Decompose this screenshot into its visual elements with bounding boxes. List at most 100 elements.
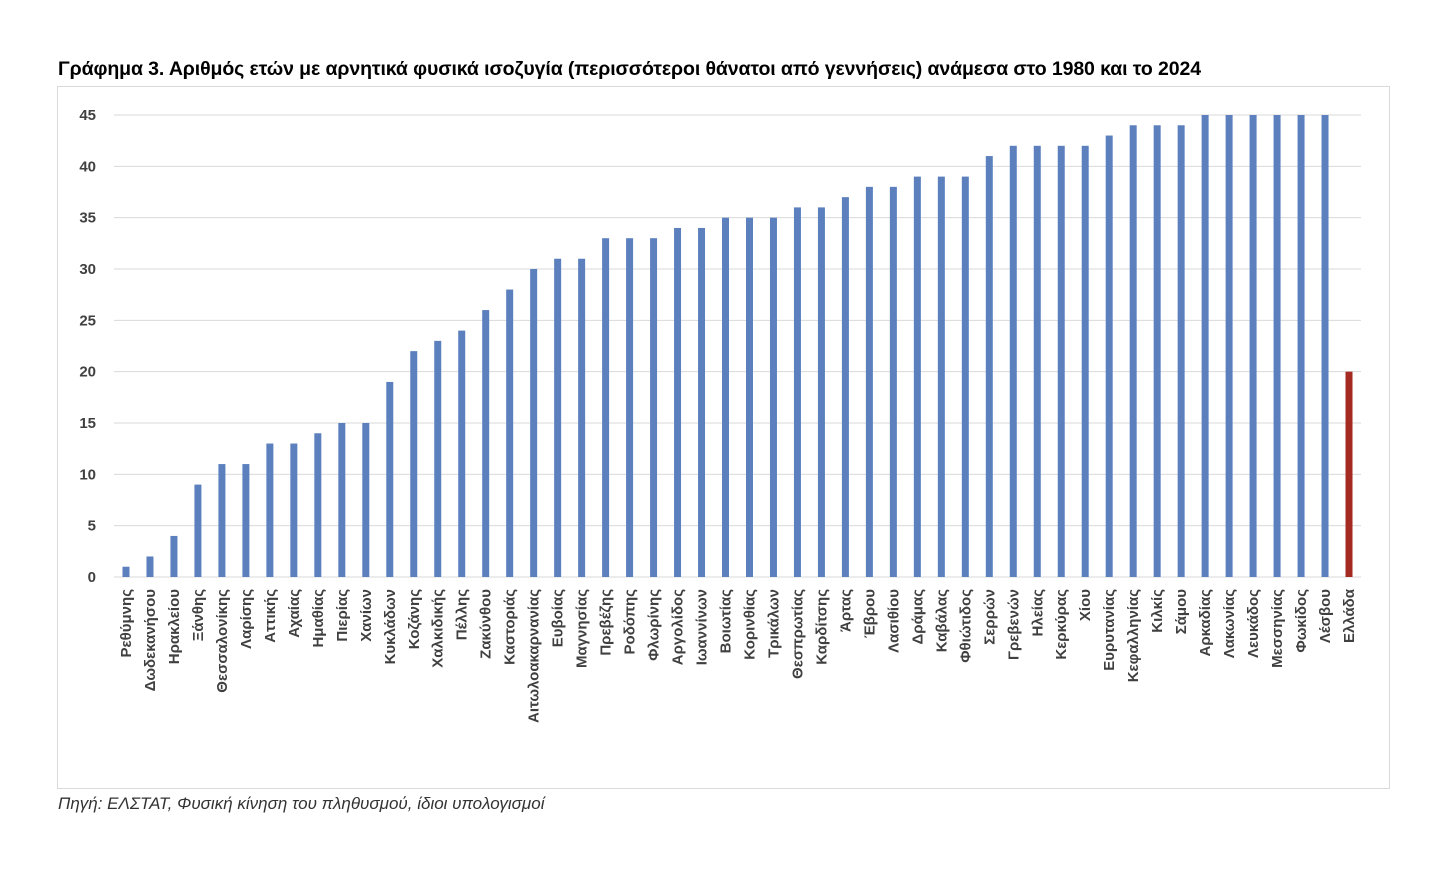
x-tick-label: Λασιθίου	[885, 589, 902, 653]
bar-30	[817, 207, 825, 577]
bar-24	[674, 227, 682, 577]
bar-19	[554, 258, 562, 577]
x-tick-label: Λευκάδος	[1245, 589, 1262, 658]
x-tick-label: Αργολίδος	[670, 589, 687, 665]
x-tick-label: Πέλλης	[454, 589, 471, 640]
bar-48	[1249, 115, 1257, 577]
bar-16	[482, 310, 490, 577]
y-tick-label: 30	[79, 261, 96, 278]
bar-40	[1057, 145, 1065, 578]
x-tick-label: Τρικάλων	[765, 589, 782, 658]
bar-4	[194, 484, 202, 577]
x-tick-label: Φθιώτιδος	[957, 589, 974, 663]
bar-5	[218, 464, 226, 577]
bar-26	[722, 217, 730, 577]
bar-41	[1081, 145, 1089, 578]
bar-21	[602, 238, 610, 577]
bar-31	[841, 197, 849, 577]
bar-39	[1033, 145, 1041, 578]
x-tick-label: Άρτας	[837, 589, 854, 632]
bar-33	[889, 186, 897, 577]
bar-42	[1105, 135, 1113, 578]
x-tick-label: Μαγνησίας	[574, 589, 591, 668]
bar-50	[1297, 115, 1305, 577]
x-tick-label: Φλωρίνης	[646, 589, 663, 661]
bar-32	[865, 186, 873, 577]
bar-35	[937, 176, 945, 577]
bar-15	[458, 330, 466, 577]
bar-34	[913, 176, 921, 577]
bar-36	[961, 176, 969, 577]
bar-45	[1177, 125, 1185, 578]
y-tick-label: 5	[88, 518, 96, 535]
x-tick-label: Ηρακλείου	[166, 589, 183, 664]
x-tick-label: Δράμας	[909, 589, 926, 645]
x-tick-label: Κιλκίς	[1149, 589, 1166, 633]
x-tick-label: Βοιωτίας	[718, 589, 735, 653]
bar-3	[170, 535, 178, 577]
x-tick-label: Χαλκιδικής	[430, 589, 447, 668]
x-tick-label: Κορινθίας	[741, 589, 758, 660]
bar-12	[386, 381, 394, 577]
bar-52	[1345, 371, 1353, 577]
bar-6	[242, 464, 250, 577]
bar-23	[650, 238, 658, 577]
x-tick-label: Λέσβου	[1317, 589, 1334, 643]
x-tick-label: Φωκίδος	[1293, 589, 1310, 653]
chart-title: Γράφημα 3. Αριθμός ετών με αρνητικά φυσι…	[58, 58, 1201, 80]
x-tick-label: Ρεθύμνης	[118, 589, 135, 658]
x-tick-label: Ιωαννίνων	[694, 589, 711, 665]
bar-8	[290, 443, 298, 577]
x-tick-label: Αρκαδίας	[1197, 589, 1214, 657]
bar-51	[1321, 115, 1329, 577]
y-tick-label: 15	[79, 415, 96, 432]
x-tick-label: Κυκλάδων	[382, 589, 399, 664]
x-tick-label: Δωδεκανήσου	[142, 589, 159, 692]
bar-37	[985, 156, 993, 578]
x-tick-label: Ευβοίας	[550, 589, 567, 647]
y-tick-label: 45	[79, 107, 96, 124]
x-tick-label: Κεφαλληνίας	[1125, 589, 1142, 682]
bar-28	[769, 217, 777, 577]
x-tick-label: Ευρυτανίας	[1101, 589, 1118, 671]
bar-7	[266, 443, 274, 577]
x-tick-label: Κοζάνης	[406, 589, 423, 649]
x-tick-label: Θεσσαλονίκης	[214, 589, 231, 693]
x-tick-label: Ημαθίας	[310, 589, 327, 648]
x-tick-label: Έβρου	[861, 589, 878, 638]
y-tick-label: 10	[79, 466, 96, 483]
x-tick-label: Σάμου	[1173, 589, 1190, 635]
x-tick-label: Ηλείας	[1029, 589, 1046, 637]
bar-11	[362, 423, 370, 577]
x-tick-label: Αιτωλοακαρνανίας	[526, 589, 543, 723]
bar-29	[793, 207, 801, 577]
x-tick-label: Αττικής	[262, 589, 279, 643]
bar-17	[506, 289, 514, 577]
x-tick-label: Κερκύρας	[1053, 589, 1070, 660]
x-tick-label: Ροδόπης	[622, 589, 639, 655]
bar-38	[1009, 145, 1017, 578]
x-tick-label: Ξάνθης	[190, 589, 207, 641]
source-note: Πηγή: ΕΛΣΤΑΤ, Φυσική κίνηση του πληθυσμο…	[58, 794, 545, 813]
bar-14	[434, 340, 442, 577]
y-tick-label: 25	[79, 312, 96, 329]
x-tick-label: Καστοριάς	[502, 589, 519, 665]
bar-22	[626, 238, 634, 577]
bar-10	[338, 423, 346, 577]
y-tick-label: 40	[79, 158, 96, 175]
x-tick-label: Ελλάδα	[1341, 588, 1358, 643]
x-tick-label: Χίου	[1077, 589, 1094, 621]
x-tick-label: Λαρίσης	[238, 589, 255, 649]
bar-2	[146, 556, 154, 577]
x-tick-label: Μεσσηνίας	[1269, 589, 1286, 668]
bar-25	[698, 227, 706, 577]
x-tick-label: Πρεβέζης	[598, 589, 615, 656]
x-tick-label: Πιερίας	[334, 589, 351, 642]
x-tick-label: Χανίων	[358, 589, 375, 642]
bar-9	[314, 433, 322, 577]
x-tick-label: Σερρών	[981, 589, 998, 645]
bar-1	[122, 566, 130, 577]
y-tick-label: 20	[79, 364, 96, 381]
chart-frame	[57, 86, 1390, 789]
